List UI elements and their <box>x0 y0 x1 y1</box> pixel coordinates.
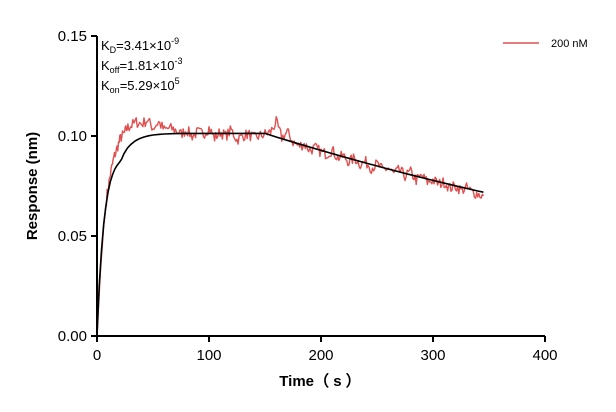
y-tick-label: 0.15 <box>58 28 87 45</box>
legend: 200 nM <box>503 38 588 50</box>
kinetic-constant-label: Kon=5.29×105 <box>101 76 180 95</box>
x-tick-label: 300 <box>420 347 445 364</box>
series-layer <box>96 116 484 337</box>
y-axis-title: Response (nm) <box>24 132 41 240</box>
x-tick-label: 400 <box>532 347 557 364</box>
legend-label-200nm: 200 nM <box>551 38 588 50</box>
axis-ticks: 0.00 0.05 0.10 0.15 0 100 200 300 400 <box>58 28 558 364</box>
x-tick-label: 0 <box>93 347 101 364</box>
y-tick-label: 0.10 <box>58 128 87 145</box>
x-tick-label: 100 <box>196 347 221 364</box>
kinetic-constant-label: KD=3.41×10-9 <box>101 36 179 55</box>
x-axis-title: Time（ s ） <box>279 372 360 390</box>
fit-curve <box>96 132 484 337</box>
x-tick-label: 200 <box>308 347 333 364</box>
y-tick-label: 0.00 <box>58 328 87 345</box>
kinetic-constant-label: Koff=1.81×10-3 <box>101 56 182 75</box>
y-tick-label: 0.05 <box>58 228 87 245</box>
series-line-200nm <box>96 116 484 337</box>
